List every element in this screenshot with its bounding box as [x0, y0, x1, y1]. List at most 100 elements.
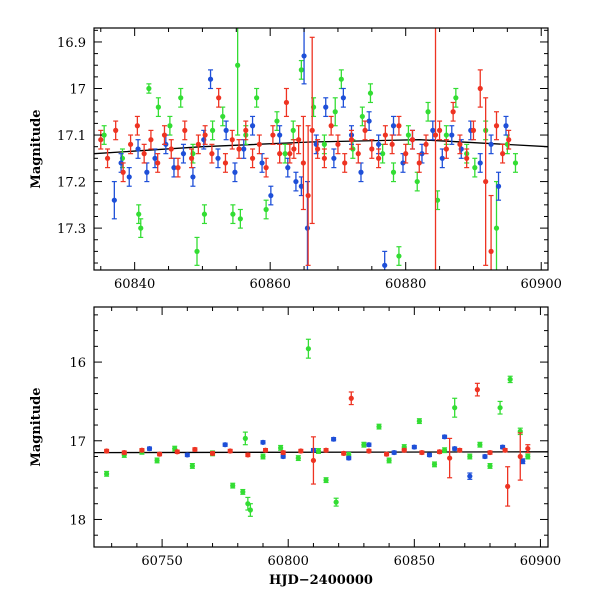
bottom-red-point [348, 391, 354, 406]
bottom-green-point [305, 338, 311, 359]
top-red-point [291, 139, 297, 159]
bottom-panel: 60750 60800 60850 60900 16 17 18 Magnitude HJD… [29, 306, 561, 588]
top-green-point [178, 87, 184, 108]
top-red-point [309, 36, 315, 225]
bottom-green-point [247, 503, 253, 517]
top-x-tick-label: 60860 [249, 277, 290, 292]
bottom-y-tick-label: 17 [69, 435, 86, 450]
top-green-point [146, 83, 152, 94]
top-green-point [235, 28, 241, 136]
top-blue-point [400, 153, 406, 173]
bottom-x-tick-label: 60800 [268, 554, 309, 569]
bottom-blue-point [426, 452, 433, 458]
top-x-tick-label: 60900 [521, 277, 562, 292]
bottom-green-point [104, 470, 110, 477]
top-green-point [167, 115, 173, 136]
top-green-point [263, 199, 269, 220]
top-red-point [315, 139, 321, 159]
bottom-blue-point [346, 455, 352, 461]
bottom-green-point [497, 400, 503, 415]
top-red-point [409, 129, 416, 150]
top-red-point [134, 115, 140, 136]
top-green-point [434, 190, 441, 211]
top-red-point [287, 143, 293, 164]
top-red-point [161, 125, 168, 145]
top-red-point [296, 125, 302, 155]
top-red-point [500, 143, 506, 164]
top-panel: 60840 60860 60880 60900 16.9 17 17.1 17.2 17.3 M… [29, 27, 562, 292]
top-red-point [202, 125, 208, 145]
top-green-point [332, 97, 338, 127]
top-blue-point [358, 162, 364, 183]
top-red-point [369, 139, 375, 159]
bottom-blue-point [452, 446, 458, 452]
top-blue-point [298, 176, 304, 197]
bottom-red-point [505, 466, 511, 507]
bottom-red-point [383, 451, 390, 457]
bottom-green-point [154, 457, 160, 464]
bottom-green-point [487, 462, 493, 469]
top-axes-frame [93, 27, 549, 271]
top-blue-point [180, 143, 187, 164]
bottom-green-point [242, 431, 248, 446]
bottom-blue-point [467, 472, 473, 480]
top-blue-point [249, 115, 256, 136]
bottom-y-tick-label: 18 [69, 513, 86, 528]
top-red-point [127, 134, 134, 155]
bottom-red-point [366, 448, 372, 454]
top-blue-point [331, 148, 337, 169]
top-blue-point [439, 148, 445, 169]
top-blue-point [323, 97, 329, 118]
top-red-point [283, 87, 290, 118]
bottom-red-point [121, 449, 127, 456]
top-red-point [188, 148, 195, 169]
top-blue-point [488, 134, 494, 155]
bottom-x-tick-label: 60850 [394, 554, 435, 569]
top-green-point [282, 143, 288, 164]
bottom-blue-point [146, 446, 153, 452]
top-blue-point [152, 148, 158, 169]
top-red-point [389, 134, 395, 155]
top-green-point [220, 106, 226, 127]
top-red-point [305, 125, 311, 266]
top-red-point [457, 134, 463, 155]
bottom-y-axis-title: Magnitude [29, 387, 44, 466]
top-green-point [453, 87, 459, 108]
top-red-point [98, 129, 104, 150]
top-green-point [512, 153, 519, 173]
top-green-point [390, 162, 397, 183]
top-red-point [443, 139, 449, 159]
top-blue-point [390, 115, 397, 136]
top-blue-point [449, 125, 455, 145]
top-blue-point [430, 120, 436, 141]
top-blue-point [223, 120, 229, 141]
top-green-point [405, 125, 412, 145]
bottom-green-point [295, 455, 301, 462]
bottom-red-point [341, 450, 347, 456]
top-red-point [375, 148, 382, 169]
bottom-red-point [192, 446, 198, 453]
bottom-red-point [517, 432, 523, 481]
bottom-green-point [416, 418, 422, 425]
bottom-red-point [487, 449, 493, 456]
top-red-point [382, 125, 388, 145]
top-blue-point [277, 125, 283, 145]
bottom-green-point [260, 453, 266, 460]
bottom-y-tick-label: 16 [69, 356, 86, 371]
top-blue-point [126, 167, 132, 187]
x-axis-title: HJD−2400000 [269, 573, 373, 588]
bottom-plot-area [94, 338, 548, 517]
top-y-tick-label: 16.9 [57, 36, 86, 51]
top-green-point [254, 87, 260, 108]
bottom-green-point [467, 453, 473, 460]
top-red-point [263, 157, 269, 178]
top-blue-point [477, 153, 483, 173]
bottom-red-point [298, 448, 304, 454]
top-blue-point [207, 69, 214, 90]
bottom-blue-point [441, 434, 448, 440]
bottom-green-point [315, 448, 322, 454]
top-red-point [436, 120, 443, 141]
top-blue-point [419, 143, 425, 164]
top-green-point [138, 218, 144, 239]
bottom-green-point [323, 477, 329, 484]
